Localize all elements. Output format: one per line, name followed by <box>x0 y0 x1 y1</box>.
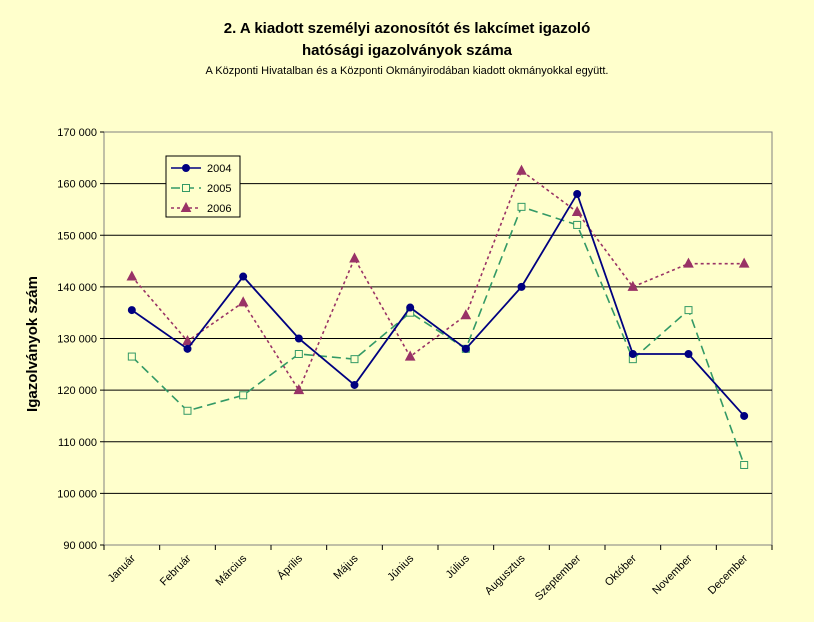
legend-box <box>165 155 241 218</box>
y-tick-label: 170 000 <box>57 127 97 139</box>
data-point <box>183 406 192 415</box>
legend-label: 2006 <box>207 203 231 215</box>
data-point <box>239 272 248 281</box>
data-point <box>182 184 190 192</box>
data-point <box>404 350 416 361</box>
data-point <box>627 280 639 291</box>
x-tick-label: Október <box>603 552 639 588</box>
series-2006 <box>126 164 750 395</box>
series-group <box>126 164 750 469</box>
y-tick-label: 150 000 <box>57 230 97 242</box>
x-tick-label: Április <box>275 552 306 583</box>
data-point <box>573 189 582 198</box>
legend: 2004 2005 2006 <box>165 155 241 218</box>
data-point <box>237 296 249 307</box>
data-point <box>127 306 136 315</box>
data-point <box>461 344 470 353</box>
y-tick-label: 140 000 <box>57 282 97 294</box>
data-point <box>182 164 190 172</box>
data-point <box>293 384 305 395</box>
data-point <box>182 335 193 346</box>
y-tick-label: 100 000 <box>57 488 97 500</box>
series-line <box>131 191 745 417</box>
gridlines <box>104 183 772 494</box>
data-point <box>571 205 583 217</box>
y-tick-label: 120 000 <box>57 385 97 397</box>
x-tick-label: Május <box>331 552 361 582</box>
data-point <box>738 257 750 268</box>
x-tick-label: Szeptember <box>533 552 584 603</box>
legend-entry-2005: 2005 <box>171 183 231 195</box>
data-point <box>239 391 248 400</box>
x-tick-label: Június <box>385 552 416 583</box>
data-point <box>628 349 637 358</box>
chart-title-line1: 2. A kiadott személyi azonosítót és lakc… <box>224 20 591 37</box>
x-tick-label: November <box>650 552 695 597</box>
x-tick-label: Március <box>214 552 250 588</box>
legend-label: 2005 <box>207 183 231 195</box>
series-line <box>131 205 745 466</box>
y-tick-label: 130 000 <box>57 334 97 346</box>
chart-title-line2: hatósági igazolványok száma <box>302 42 513 59</box>
data-point <box>294 349 303 358</box>
y-tick-label: 90 000 <box>63 540 97 552</box>
y-tick-label: 160 000 <box>57 179 97 191</box>
x-tick-label: Augusztus <box>483 552 528 597</box>
data-point <box>573 220 582 229</box>
series-line <box>131 169 745 392</box>
data-point <box>350 380 359 389</box>
legend-entry-2004: 2004 <box>171 163 231 175</box>
data-point <box>517 282 526 291</box>
chart-subtitle: A Központi Hivatalban és a Központi Okmá… <box>206 65 609 77</box>
y-axis-ticks: 90 000 100 000 110 000 120 000 130 000 140 00… <box>57 127 104 552</box>
y-tick-label: 110 000 <box>58 437 97 449</box>
data-point <box>183 344 192 353</box>
series-2004 <box>127 189 749 420</box>
data-point <box>126 270 138 281</box>
legend-label: 2004 <box>207 163 231 175</box>
data-point <box>740 460 749 469</box>
x-tick-label: December <box>706 552 751 597</box>
data-point <box>127 352 136 361</box>
legend-entry-2006: 2006 <box>171 201 231 215</box>
data-point <box>294 334 303 343</box>
data-point <box>180 201 192 212</box>
data-point <box>406 303 415 312</box>
data-point <box>684 306 693 315</box>
data-point <box>349 252 360 263</box>
data-point <box>517 202 526 211</box>
x-tick-label: Január <box>106 552 139 585</box>
data-point <box>350 355 359 364</box>
data-point <box>740 411 749 420</box>
data-point <box>683 257 694 268</box>
x-axis-ticks: Január Február Március Április Május Június Jú… <box>103 545 773 603</box>
x-tick-label: Július <box>444 552 473 581</box>
data-point <box>516 164 527 175</box>
x-tick-label: Február <box>158 552 194 588</box>
data-point <box>460 309 472 320</box>
y-axis-label: Igazolványok szám <box>24 276 41 412</box>
data-point <box>684 349 693 358</box>
